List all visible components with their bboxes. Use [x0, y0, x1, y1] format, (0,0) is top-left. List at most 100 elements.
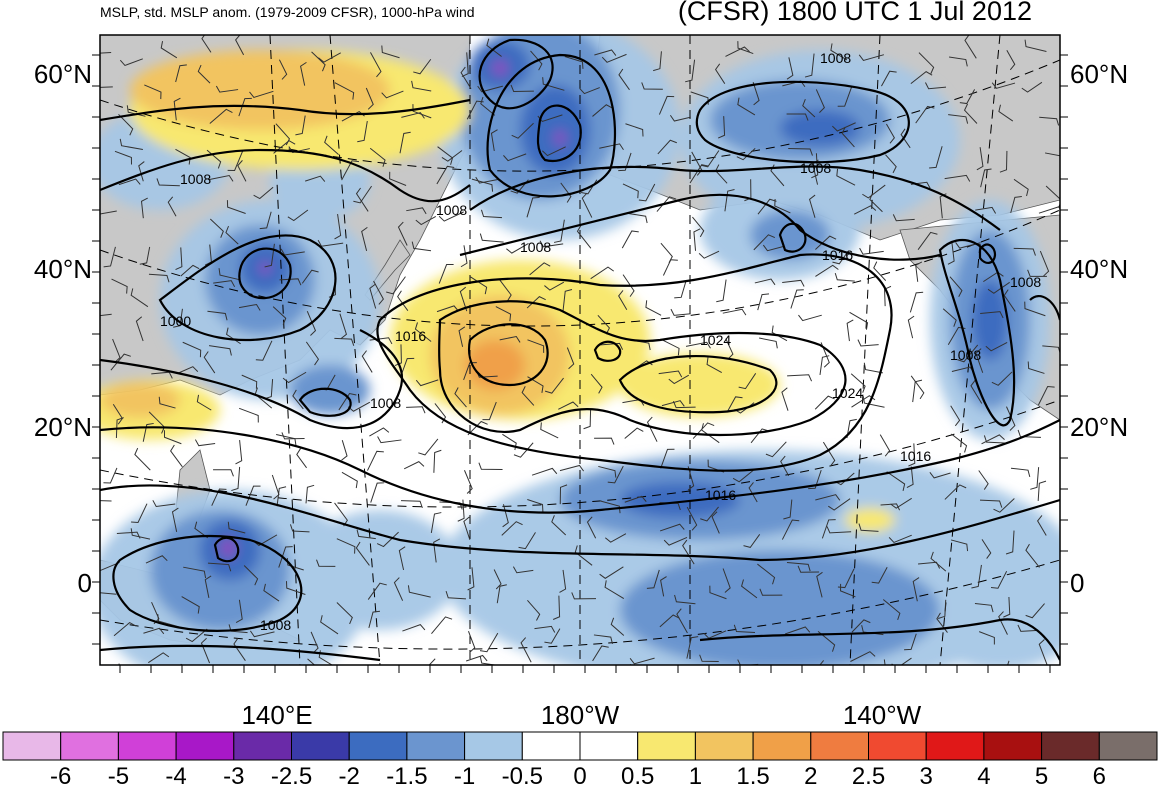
wind-barb [512, 566, 534, 574]
meridian-line [849, 35, 881, 665]
wind-barb [879, 434, 891, 457]
wind-barb [599, 342, 624, 350]
wind-barb [282, 371, 307, 384]
wind-barb [948, 114, 969, 124]
isobar [467, 323, 549, 387]
isobar-label: 1016 [705, 487, 736, 503]
wind-barb [411, 241, 432, 252]
wind-barb [381, 90, 404, 99]
wind-barb [305, 341, 320, 366]
wind-barb [682, 539, 695, 565]
colorbar-swatch [175, 731, 235, 761]
shade-blob [620, 482, 740, 518]
wind-barb [100, 313, 112, 317]
wind-barb [574, 545, 593, 566]
wind-barb [698, 250, 720, 259]
isobar [695, 80, 910, 164]
wind-barb [389, 171, 407, 186]
wind-barb [607, 465, 624, 484]
meridian-line [939, 35, 1001, 665]
wind-barb [797, 565, 820, 573]
wind-barb [357, 121, 368, 143]
isobar-label: 1024 [700, 332, 731, 348]
isobar [593, 340, 622, 362]
wind-barb [288, 146, 310, 153]
wind-barb [142, 422, 154, 442]
wind-barb [646, 569, 660, 589]
wind-barb [910, 71, 933, 85]
wind-barb [981, 666, 999, 680]
wind-barb [828, 498, 851, 511]
wind-barb [100, 561, 120, 572]
wind-barb [467, 631, 476, 653]
wind-barb [403, 461, 425, 470]
wind-barb [1010, 467, 1031, 478]
wind-barb [305, 484, 315, 504]
wind-barb [276, 486, 287, 507]
shade-blob [220, 538, 236, 558]
wind-barb [238, 303, 261, 311]
wind-barb [1037, 515, 1047, 536]
wind-barb [985, 341, 1008, 352]
wind-barb [170, 444, 183, 468]
parallel-line [100, 399, 1060, 508]
colorbar-swatch [694, 731, 754, 761]
wind-barb [674, 280, 687, 299]
wind-barb [490, 129, 498, 152]
wind-barb [593, 634, 613, 644]
wind-barb [213, 469, 234, 477]
wind-barb [826, 526, 852, 534]
wind-barb [559, 569, 567, 593]
wind-barb [177, 366, 199, 374]
wind-barb [759, 337, 778, 349]
wind-barb [194, 439, 216, 447]
wind-barb [815, 494, 841, 501]
wind-barb [295, 115, 306, 136]
wind-barb [890, 497, 912, 509]
shade-blob [972, 280, 1008, 360]
wind-barb [148, 273, 170, 283]
wind-barb [414, 322, 432, 342]
wind-barb [1039, 116, 1060, 126]
wind-barb [160, 41, 178, 59]
isobar [100, 98, 471, 122]
wind-barb [915, 261, 923, 282]
wind-barb [955, 242, 981, 249]
wind-barb [815, 235, 837, 250]
wind-barb [959, 89, 976, 105]
wind-barb [520, 637, 532, 663]
wind-barb [660, 448, 675, 469]
map-field: 1008 1008 1008 1008 1008 1016 1016 1024 1024 1016… [100, 35, 1060, 680]
colorbar-swatch [1041, 731, 1100, 761]
parallel-line [100, 209, 1060, 327]
wind-barb [784, 626, 811, 635]
wind-barb [658, 95, 675, 115]
colorbar-tick-label: 2 [804, 763, 818, 790]
isobar-label: 1016 [900, 448, 931, 464]
wind-barb [625, 123, 644, 137]
wind-barb [398, 546, 406, 571]
wind-barb [1038, 639, 1048, 665]
wind-barb [786, 562, 811, 572]
wind-barb [518, 532, 536, 550]
isobar [100, 419, 1060, 514]
wind-barb [118, 178, 141, 186]
colorbar-swatch [521, 731, 581, 761]
wind-barb [820, 342, 830, 368]
wind-barb [318, 52, 341, 63]
wind-barb [130, 528, 151, 540]
wind-barb [430, 512, 442, 534]
wind-barb [641, 82, 663, 90]
wind-barb [774, 198, 791, 214]
wind-barb [501, 521, 523, 536]
isobar-label: 1008 [820, 50, 851, 66]
wind-barb [513, 442, 534, 458]
wind-barb [296, 448, 307, 469]
wind-barb [1038, 206, 1060, 214]
wind-barb [310, 631, 319, 654]
wind-barb [272, 306, 287, 325]
lat-label-40n-right: 40°N [1070, 254, 1129, 284]
wind-barb [305, 175, 326, 182]
wind-barb [738, 373, 757, 390]
wind-barb [787, 374, 813, 382]
